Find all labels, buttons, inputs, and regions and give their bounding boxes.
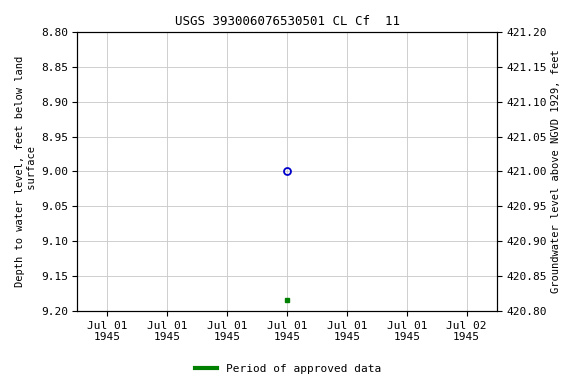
Y-axis label: Depth to water level, feet below land
 surface: Depth to water level, feet below land su… <box>15 56 37 287</box>
Legend: Period of approved data: Period of approved data <box>191 359 385 379</box>
Title: USGS 393006076530501 CL Cf  11: USGS 393006076530501 CL Cf 11 <box>175 15 400 28</box>
Y-axis label: Groundwater level above NGVD 1929, feet: Groundwater level above NGVD 1929, feet <box>551 50 561 293</box>
